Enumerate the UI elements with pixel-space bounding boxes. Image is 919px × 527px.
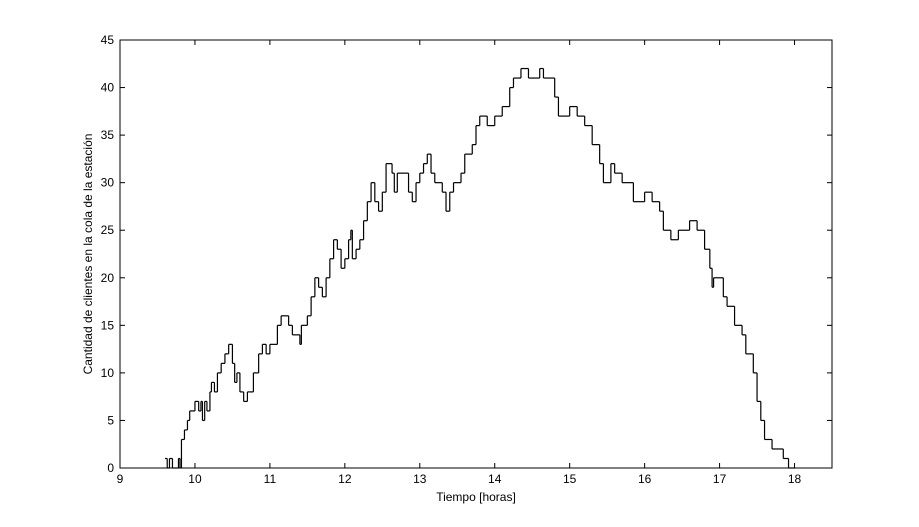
y-tick-label: 35 xyxy=(101,128,115,142)
x-tick-label: 9 xyxy=(117,472,124,486)
x-axis-label: Tiempo [horas] xyxy=(436,490,516,504)
y-tick-label: 45 xyxy=(101,33,115,47)
y-tick-label: 5 xyxy=(107,413,114,427)
x-tick-label: 10 xyxy=(188,472,202,486)
x-tick-label: 12 xyxy=(338,472,352,486)
y-tick-label: 15 xyxy=(101,318,115,332)
y-tick-label: 40 xyxy=(101,81,115,95)
y-tick-label: 0 xyxy=(107,461,114,475)
plot-box xyxy=(119,39,833,469)
y-tick-label: 10 xyxy=(101,366,115,380)
x-tick-label: 15 xyxy=(563,472,577,486)
y-tick-label: 25 xyxy=(101,223,115,237)
y-tick-label: 20 xyxy=(101,271,115,285)
x-tick-label: 16 xyxy=(638,472,652,486)
y-axis-label: Cantidad de clientes en la cola de la es… xyxy=(81,134,95,375)
x-tick-label: 13 xyxy=(413,472,427,486)
x-tick-label: 17 xyxy=(713,472,727,486)
y-tick-label: 30 xyxy=(101,176,115,190)
x-tick-label: 18 xyxy=(788,472,802,486)
x-tick-label: 14 xyxy=(488,472,502,486)
x-tick-label: 11 xyxy=(264,472,277,486)
